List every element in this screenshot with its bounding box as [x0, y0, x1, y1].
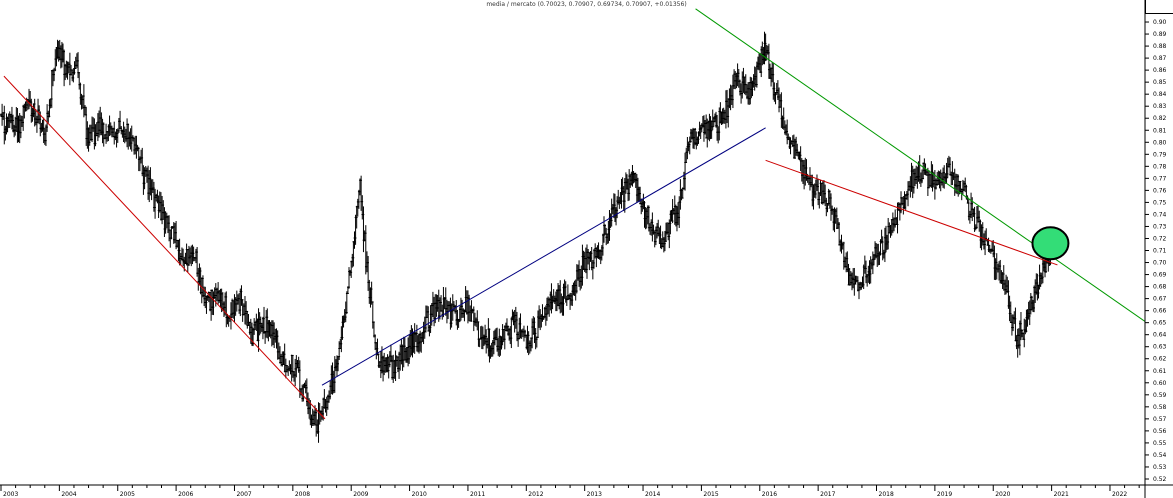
y-tick-label: 0.72 [1153, 235, 1167, 242]
y-tick-label: 0.67 [1153, 296, 1167, 303]
y-tick-label: 0.80 [1153, 139, 1167, 146]
y-tick-label: 0.53 [1153, 464, 1167, 471]
y-tick-label: 0.73 [1153, 223, 1167, 230]
y-tick-label: 0.77 [1153, 175, 1167, 182]
trendline-2 [321, 127, 766, 386]
x-tick-label: 2012 [528, 491, 543, 498]
y-tick-label: 0.81 [1153, 127, 1167, 134]
trendline-1 [3, 75, 326, 420]
x-tick-label: 2004 [61, 491, 76, 498]
x-tick-label: 2017 [820, 491, 835, 498]
trendlines [3, 8, 1146, 420]
y-tick-label: 0.54 [1153, 452, 1167, 459]
y-tick-label: 0.69 [1153, 272, 1167, 279]
x-tick-label: 2022 [1112, 491, 1127, 498]
x-tick-label: 2021 [1054, 491, 1069, 498]
y-tick-label: 0.86 [1153, 67, 1167, 74]
chart-title: media / mercato (0.70023, 0.70907, 0.697… [486, 1, 687, 8]
y-tick-label: 0.78 [1153, 163, 1167, 170]
y-tick-label: 0.90 [1153, 19, 1167, 26]
y-tick-label: 0.75 [1153, 199, 1167, 206]
y-tick-label: 0.52 [1153, 476, 1167, 483]
y-tick-label: 0.61 [1153, 368, 1167, 375]
x-tick-label: 2009 [353, 491, 368, 498]
x-tick-label: 2011 [470, 491, 485, 498]
x-tick-label: 2020 [995, 491, 1010, 498]
y-tick-label: 0.58 [1153, 404, 1167, 411]
y-tick-label: 0.83 [1153, 103, 1167, 110]
y-tick-label: 0.55 [1153, 440, 1167, 447]
y-tick-label: 0.60 [1153, 380, 1167, 387]
y-tick-label: 0.70 [1153, 260, 1167, 267]
y-tick-label: 0.59 [1153, 392, 1167, 399]
trendline-4 [695, 8, 1146, 322]
x-tick-label: 2003 [3, 491, 18, 498]
trendline-3 [765, 159, 1058, 266]
y-tick-label: 0.85 [1153, 79, 1167, 86]
y-tick-label: 0.87 [1153, 55, 1167, 62]
x-tick-label: 2008 [295, 491, 310, 498]
price-bar [785, 119, 790, 145]
y-tick-label: 0.64 [1153, 332, 1167, 339]
x-tick-label: 2016 [762, 491, 777, 498]
y-tick-label: 0.84 [1153, 91, 1167, 98]
y-tick-label: 0.65 [1153, 320, 1167, 327]
x-tick-label: 2013 [587, 491, 602, 498]
y-tick-label: 0.89 [1153, 31, 1167, 38]
y-tick-label: 0.76 [1153, 187, 1167, 194]
y-tick-label: 0.63 [1153, 344, 1167, 351]
y-tick-label: 0.74 [1153, 211, 1167, 218]
x-tick-label: 2015 [703, 491, 718, 498]
x-tick-label: 2014 [645, 491, 660, 498]
x-tick-label: 2018 [879, 491, 894, 498]
highlight-layer [1031, 226, 1070, 261]
y-tick-label: 0.79 [1153, 151, 1167, 158]
x-tick-label: 2006 [178, 491, 193, 498]
y-tick-label: 0.88 [1153, 43, 1167, 50]
x-tick-label: 2007 [236, 491, 251, 498]
highlight-circle [1031, 226, 1070, 261]
y-tick-label: 0.82 [1153, 115, 1167, 122]
y-tick-label: 0.66 [1153, 308, 1167, 315]
y-tick-label: 0.71 [1153, 248, 1167, 255]
y-tick-label: 0.68 [1153, 284, 1167, 291]
x-tick-label: 2005 [120, 491, 135, 498]
y-tick-label: 0.57 [1153, 416, 1167, 423]
y-tick-label: 0.56 [1153, 428, 1167, 435]
x-tick-label: 2010 [412, 491, 427, 498]
x-tick-label: 2019 [937, 491, 952, 498]
price-bars [0, 31, 1053, 443]
y-tick-label: 0.62 [1153, 356, 1167, 363]
